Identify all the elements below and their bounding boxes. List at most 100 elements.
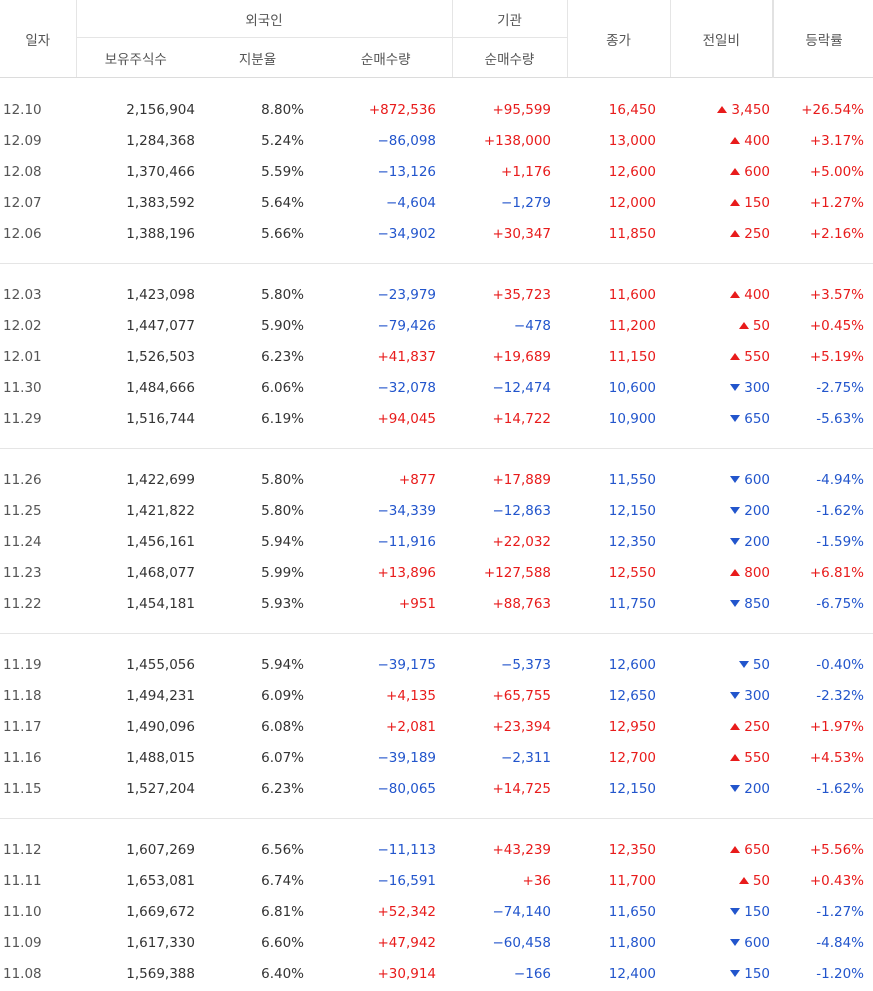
ratio-cell: 6.08% — [261, 718, 304, 735]
foreign-net-cell: −11,916 — [377, 533, 437, 550]
table-row: 11.25 1,421,822 5.80% −34,339 −12,863 12,150 2… — [0, 495, 873, 526]
close-cell: 12,000 — [608, 194, 657, 211]
change-value: 150 — [744, 194, 771, 211]
inst-net-cell: +30,347 — [492, 225, 552, 242]
ratio-cell: 5.80% — [261, 471, 304, 488]
change-cell: 800 — [670, 557, 773, 588]
close-cell: 13,000 — [608, 132, 657, 149]
triangle-down-icon — [730, 969, 741, 977]
table-row: 11.16 1,488,015 6.07% −39,189 −2,311 12,700 55… — [0, 742, 873, 773]
change-value: 600 — [744, 471, 771, 488]
change-cell: 400 — [670, 279, 773, 310]
close-cell: 12,550 — [608, 564, 657, 581]
triangle-up-icon — [738, 876, 749, 884]
change-value: 200 — [744, 780, 771, 797]
rate-cell: -1.20% — [816, 965, 865, 982]
spacer-cell — [0, 634, 873, 650]
ratio-cell: 6.23% — [261, 780, 304, 797]
spacer-cell — [0, 819, 873, 835]
table-header: 일자 외국인 기관 종가 전일비 등락률 보유주식수 지분율 순매수량 순매수량 — [0, 0, 873, 78]
change-cell: 300 — [670, 372, 773, 403]
holdings-cell: 1,455,056 — [126, 656, 195, 673]
change-value: 550 — [744, 749, 771, 766]
change-cell: 3,450 — [670, 94, 773, 125]
table-row: 11.30 1,484,666 6.06% −32,078 −12,474 10,600 3… — [0, 372, 873, 403]
table-row: 12.09 1,284,368 5.24% −86,098 +138,000 13,000… — [0, 125, 873, 156]
rate-cell: -4.84% — [816, 934, 865, 951]
foreign-net-cell: −32,078 — [377, 379, 437, 396]
foreign-net-cell: −11,113 — [377, 841, 437, 858]
change-value: 200 — [744, 502, 771, 519]
inst-net-cell: −478 — [513, 317, 552, 334]
foreign-net-cell: −39,175 — [377, 656, 437, 673]
close-cell: 12,150 — [608, 502, 657, 519]
inst-net-cell: −1,279 — [501, 194, 552, 211]
foreign-net-cell: −86,098 — [377, 132, 437, 149]
inst-net-cell: +1,176 — [501, 163, 552, 180]
date-cell: 11.19 — [3, 656, 42, 673]
change-value: 250 — [744, 225, 771, 242]
rate-cell: +3.57% — [809, 286, 865, 303]
header-institution: 기관 — [451, 0, 568, 38]
change-value: 250 — [744, 718, 771, 735]
inst-net-cell: +138,000 — [483, 132, 552, 149]
date-cell: 11.08 — [3, 965, 42, 982]
ratio-cell: 5.59% — [261, 163, 304, 180]
rate-cell: +1.27% — [809, 194, 865, 211]
change-cell: 650 — [670, 834, 773, 865]
ratio-cell: 5.24% — [261, 132, 304, 149]
foreign-net-cell: +94,045 — [377, 410, 437, 427]
divider-cell — [0, 434, 873, 449]
change-value: 300 — [744, 379, 771, 396]
ratio-cell: 6.23% — [261, 348, 304, 365]
date-cell: 12.06 — [3, 225, 42, 242]
date-cell: 12.03 — [3, 286, 42, 303]
close-cell: 11,750 — [608, 595, 657, 612]
rate-cell: -0.40% — [816, 656, 865, 673]
date-cell: 11.29 — [3, 410, 42, 427]
ratio-cell: 5.64% — [261, 194, 304, 211]
triangle-down-icon — [738, 660, 749, 668]
change-cell: 550 — [670, 742, 773, 773]
rate-cell: -4.94% — [816, 471, 865, 488]
triangle-down-icon — [730, 907, 741, 915]
date-cell: 12.02 — [3, 317, 42, 334]
change-value: 600 — [744, 934, 771, 951]
foreign-net-cell: +872,536 — [368, 101, 437, 118]
header-ratio: 지분율 — [195, 37, 320, 78]
ratio-cell: 5.94% — [261, 656, 304, 673]
close-cell: 10,600 — [608, 379, 657, 396]
foreign-net-cell: −80,065 — [377, 780, 437, 797]
triangle-up-icon — [730, 352, 741, 360]
triangle-down-icon — [730, 475, 741, 483]
change-cell: 150 — [670, 958, 773, 989]
holdings-cell: 1,653,081 — [126, 872, 195, 889]
holdings-cell: 1,468,077 — [126, 564, 195, 581]
close-cell: 12,150 — [608, 780, 657, 797]
change-value: 50 — [752, 872, 771, 889]
change-cell: 400 — [670, 125, 773, 156]
triangle-down-icon — [730, 691, 741, 699]
change-cell: 250 — [670, 711, 773, 742]
header-rate: 등락률 — [773, 0, 873, 78]
change-cell: 200 — [670, 526, 773, 557]
change-value: 300 — [744, 687, 771, 704]
divider-cell — [0, 619, 873, 634]
table-row: 12.03 1,423,098 5.80% −23,979 +35,723 11,600 4… — [0, 279, 873, 310]
table-row: 12.07 1,383,592 5.64% −4,604 −1,279 12,000 150… — [0, 187, 873, 218]
change-cell: 600 — [670, 156, 773, 187]
close-cell: 10,900 — [608, 410, 657, 427]
inst-net-cell: −2,311 — [501, 749, 552, 766]
rate-cell: +2.16% — [809, 225, 865, 242]
table-row: 11.22 1,454,181 5.93% +951 +88,763 11,750 850 -… — [0, 588, 873, 619]
triangle-up-icon — [730, 753, 741, 761]
holdings-cell: 1,526,503 — [126, 348, 195, 365]
date-cell: 12.01 — [3, 348, 42, 365]
table-row: 12.02 1,447,077 5.90% −79,426 −478 11,200 50 +0… — [0, 310, 873, 341]
foreign-net-cell: −16,591 — [377, 872, 437, 889]
inst-net-cell: +14,722 — [492, 410, 552, 427]
ratio-cell: 5.80% — [261, 502, 304, 519]
table-row: 11.29 1,516,744 6.19% +94,045 +14,722 10,900 6… — [0, 403, 873, 434]
change-cell: 50 — [670, 649, 773, 680]
table-row: 12.01 1,526,503 6.23% +41,837 +19,689 11,150 5… — [0, 341, 873, 372]
